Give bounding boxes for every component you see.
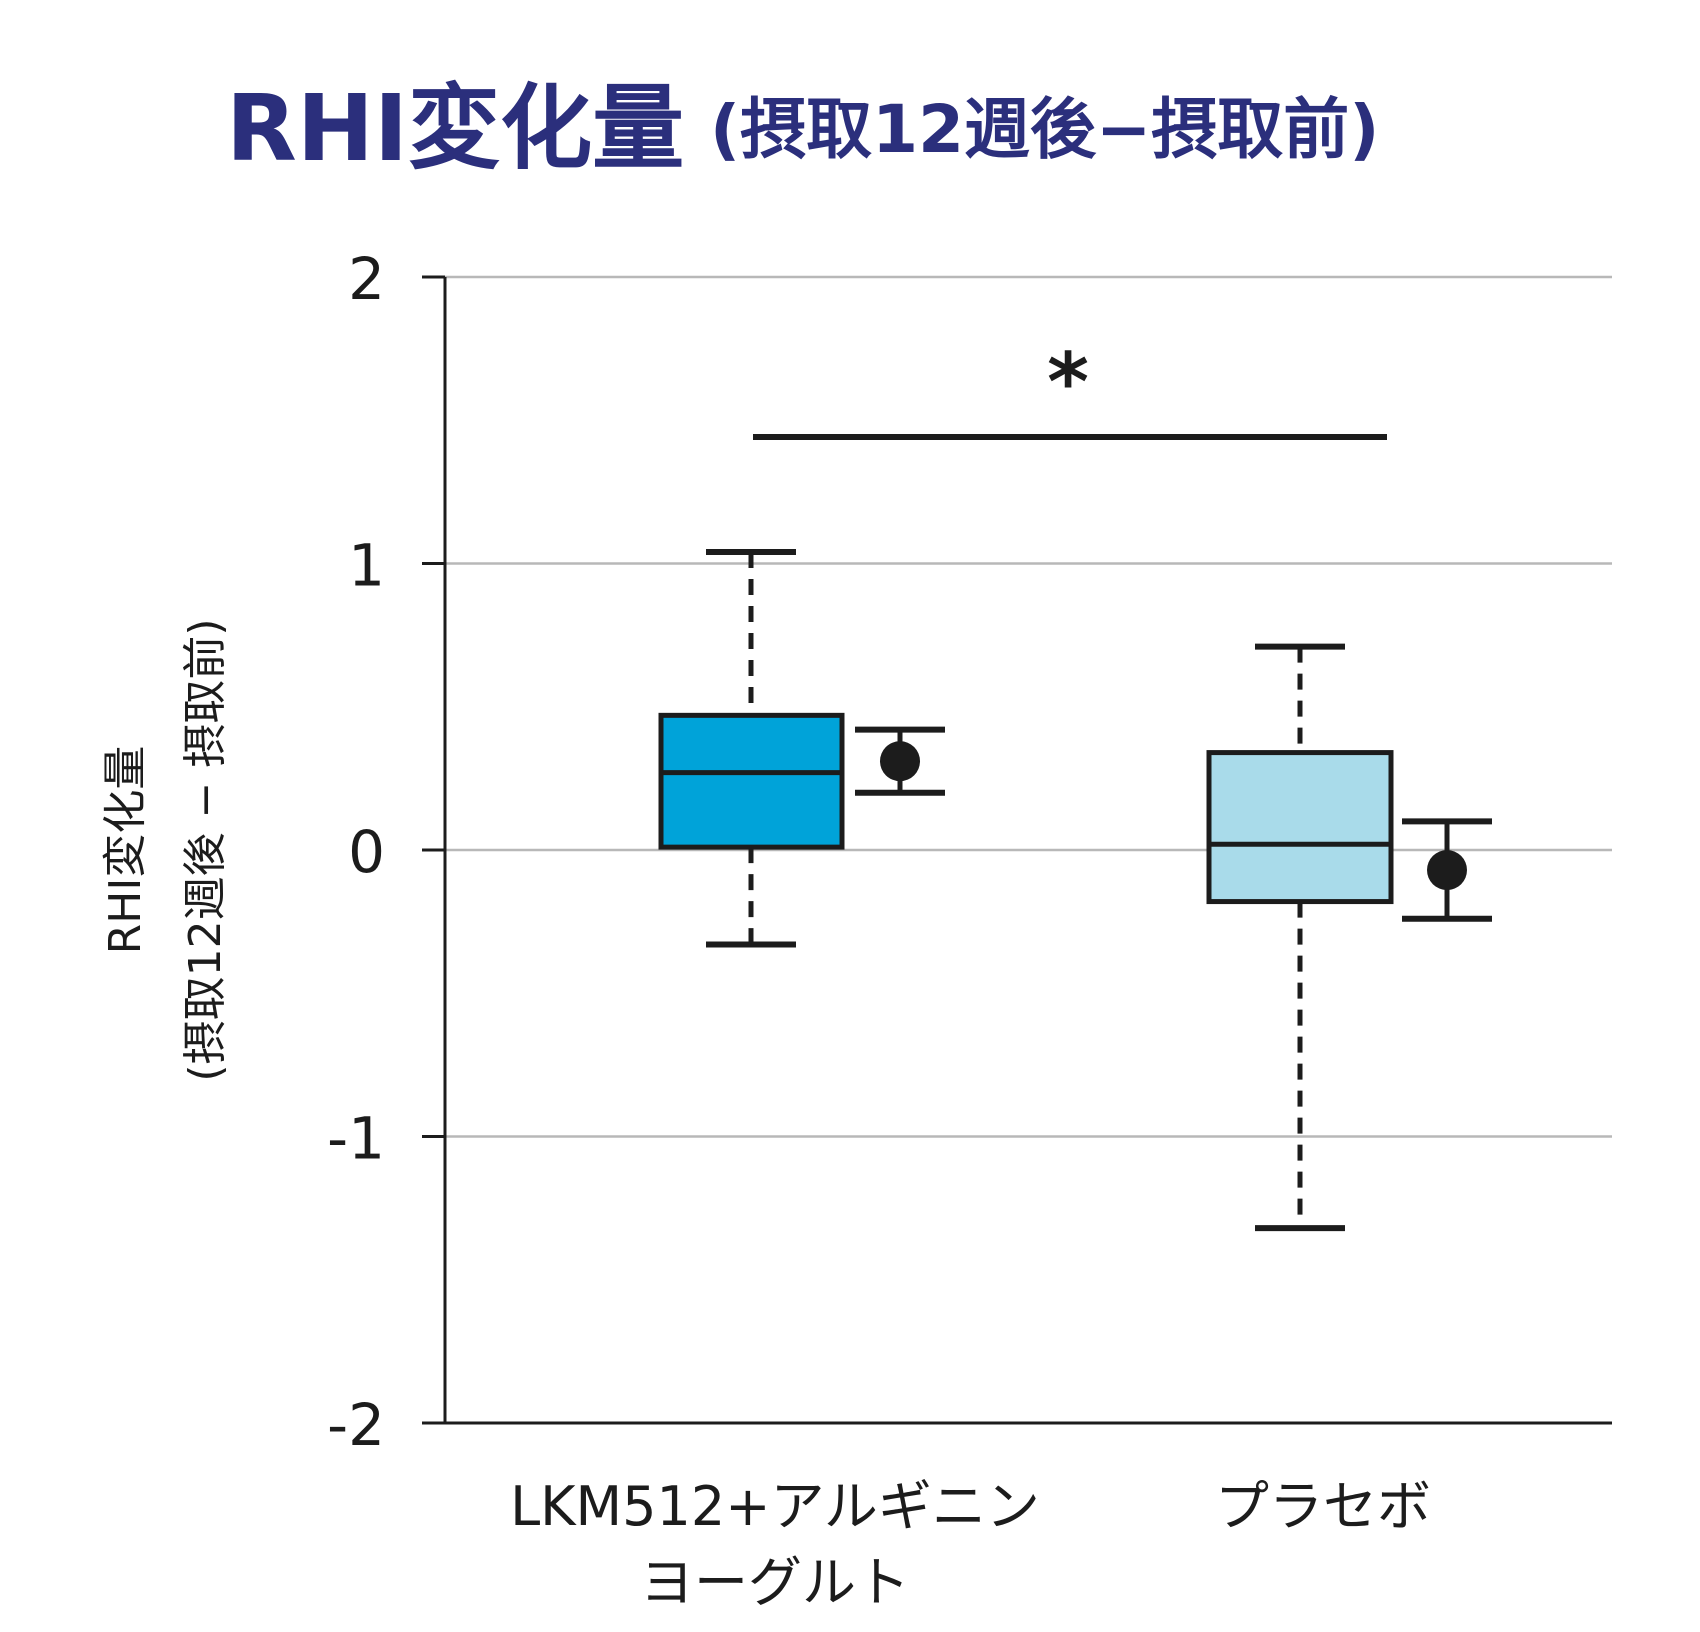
mean-point (1427, 850, 1467, 891)
y-axis-label-line2: (摂取12週後 − 摂取前) (180, 618, 231, 1081)
box-iqr (1206, 750, 1394, 905)
y-tick-label: 2 (348, 245, 385, 313)
y-tick-label: 0 (348, 818, 385, 886)
y-axis-label-line1: RHI変化量 (100, 746, 151, 955)
x-category-label: プラセボ (1215, 1475, 1431, 1538)
chart-title: RHI変化量 (226, 75, 684, 182)
chart-title-sub: (摂取12週後−摂取前) (710, 91, 1379, 168)
y-tick-label: 1 (348, 532, 385, 600)
y-tick-label: -2 (327, 1391, 385, 1459)
x-category-label: LKM512+アルギニン (510, 1475, 1040, 1538)
y-tick-label: -1 (327, 1105, 385, 1173)
box-iqr (658, 712, 845, 850)
significance-mark: * (1047, 336, 1089, 429)
mean-point (880, 741, 920, 782)
x-category-label: ヨーグルト (640, 1551, 910, 1614)
